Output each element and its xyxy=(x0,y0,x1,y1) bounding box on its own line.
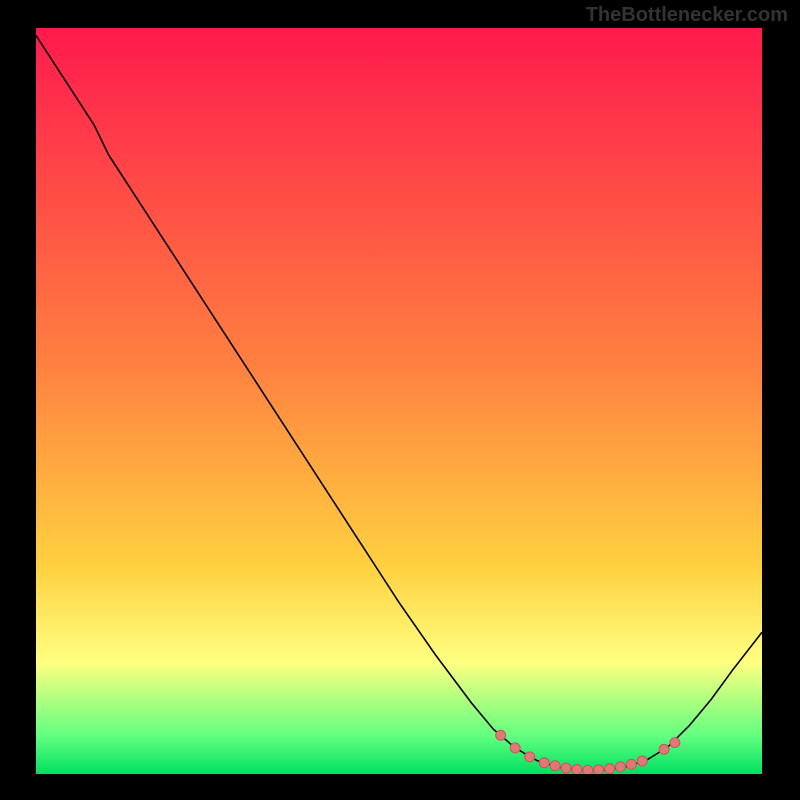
marker-point xyxy=(561,763,571,773)
marker-point xyxy=(550,761,560,771)
marker-point xyxy=(594,765,604,774)
marker-point xyxy=(605,764,615,774)
chart-plot-area xyxy=(36,28,762,774)
marker-point xyxy=(496,730,506,740)
marker-point xyxy=(525,752,535,762)
marker-point xyxy=(659,744,669,754)
marker-point xyxy=(539,758,549,768)
marker-point xyxy=(670,738,680,748)
chart-svg xyxy=(36,28,762,774)
marker-point xyxy=(510,743,520,753)
marker-point xyxy=(572,765,582,774)
marker-point xyxy=(615,762,625,772)
watermark-text: TheBottlenecker.com xyxy=(586,4,788,27)
marker-point xyxy=(626,759,636,769)
marker-point xyxy=(637,756,647,766)
bottleneck-curve xyxy=(36,35,762,770)
marker-point xyxy=(583,765,593,774)
